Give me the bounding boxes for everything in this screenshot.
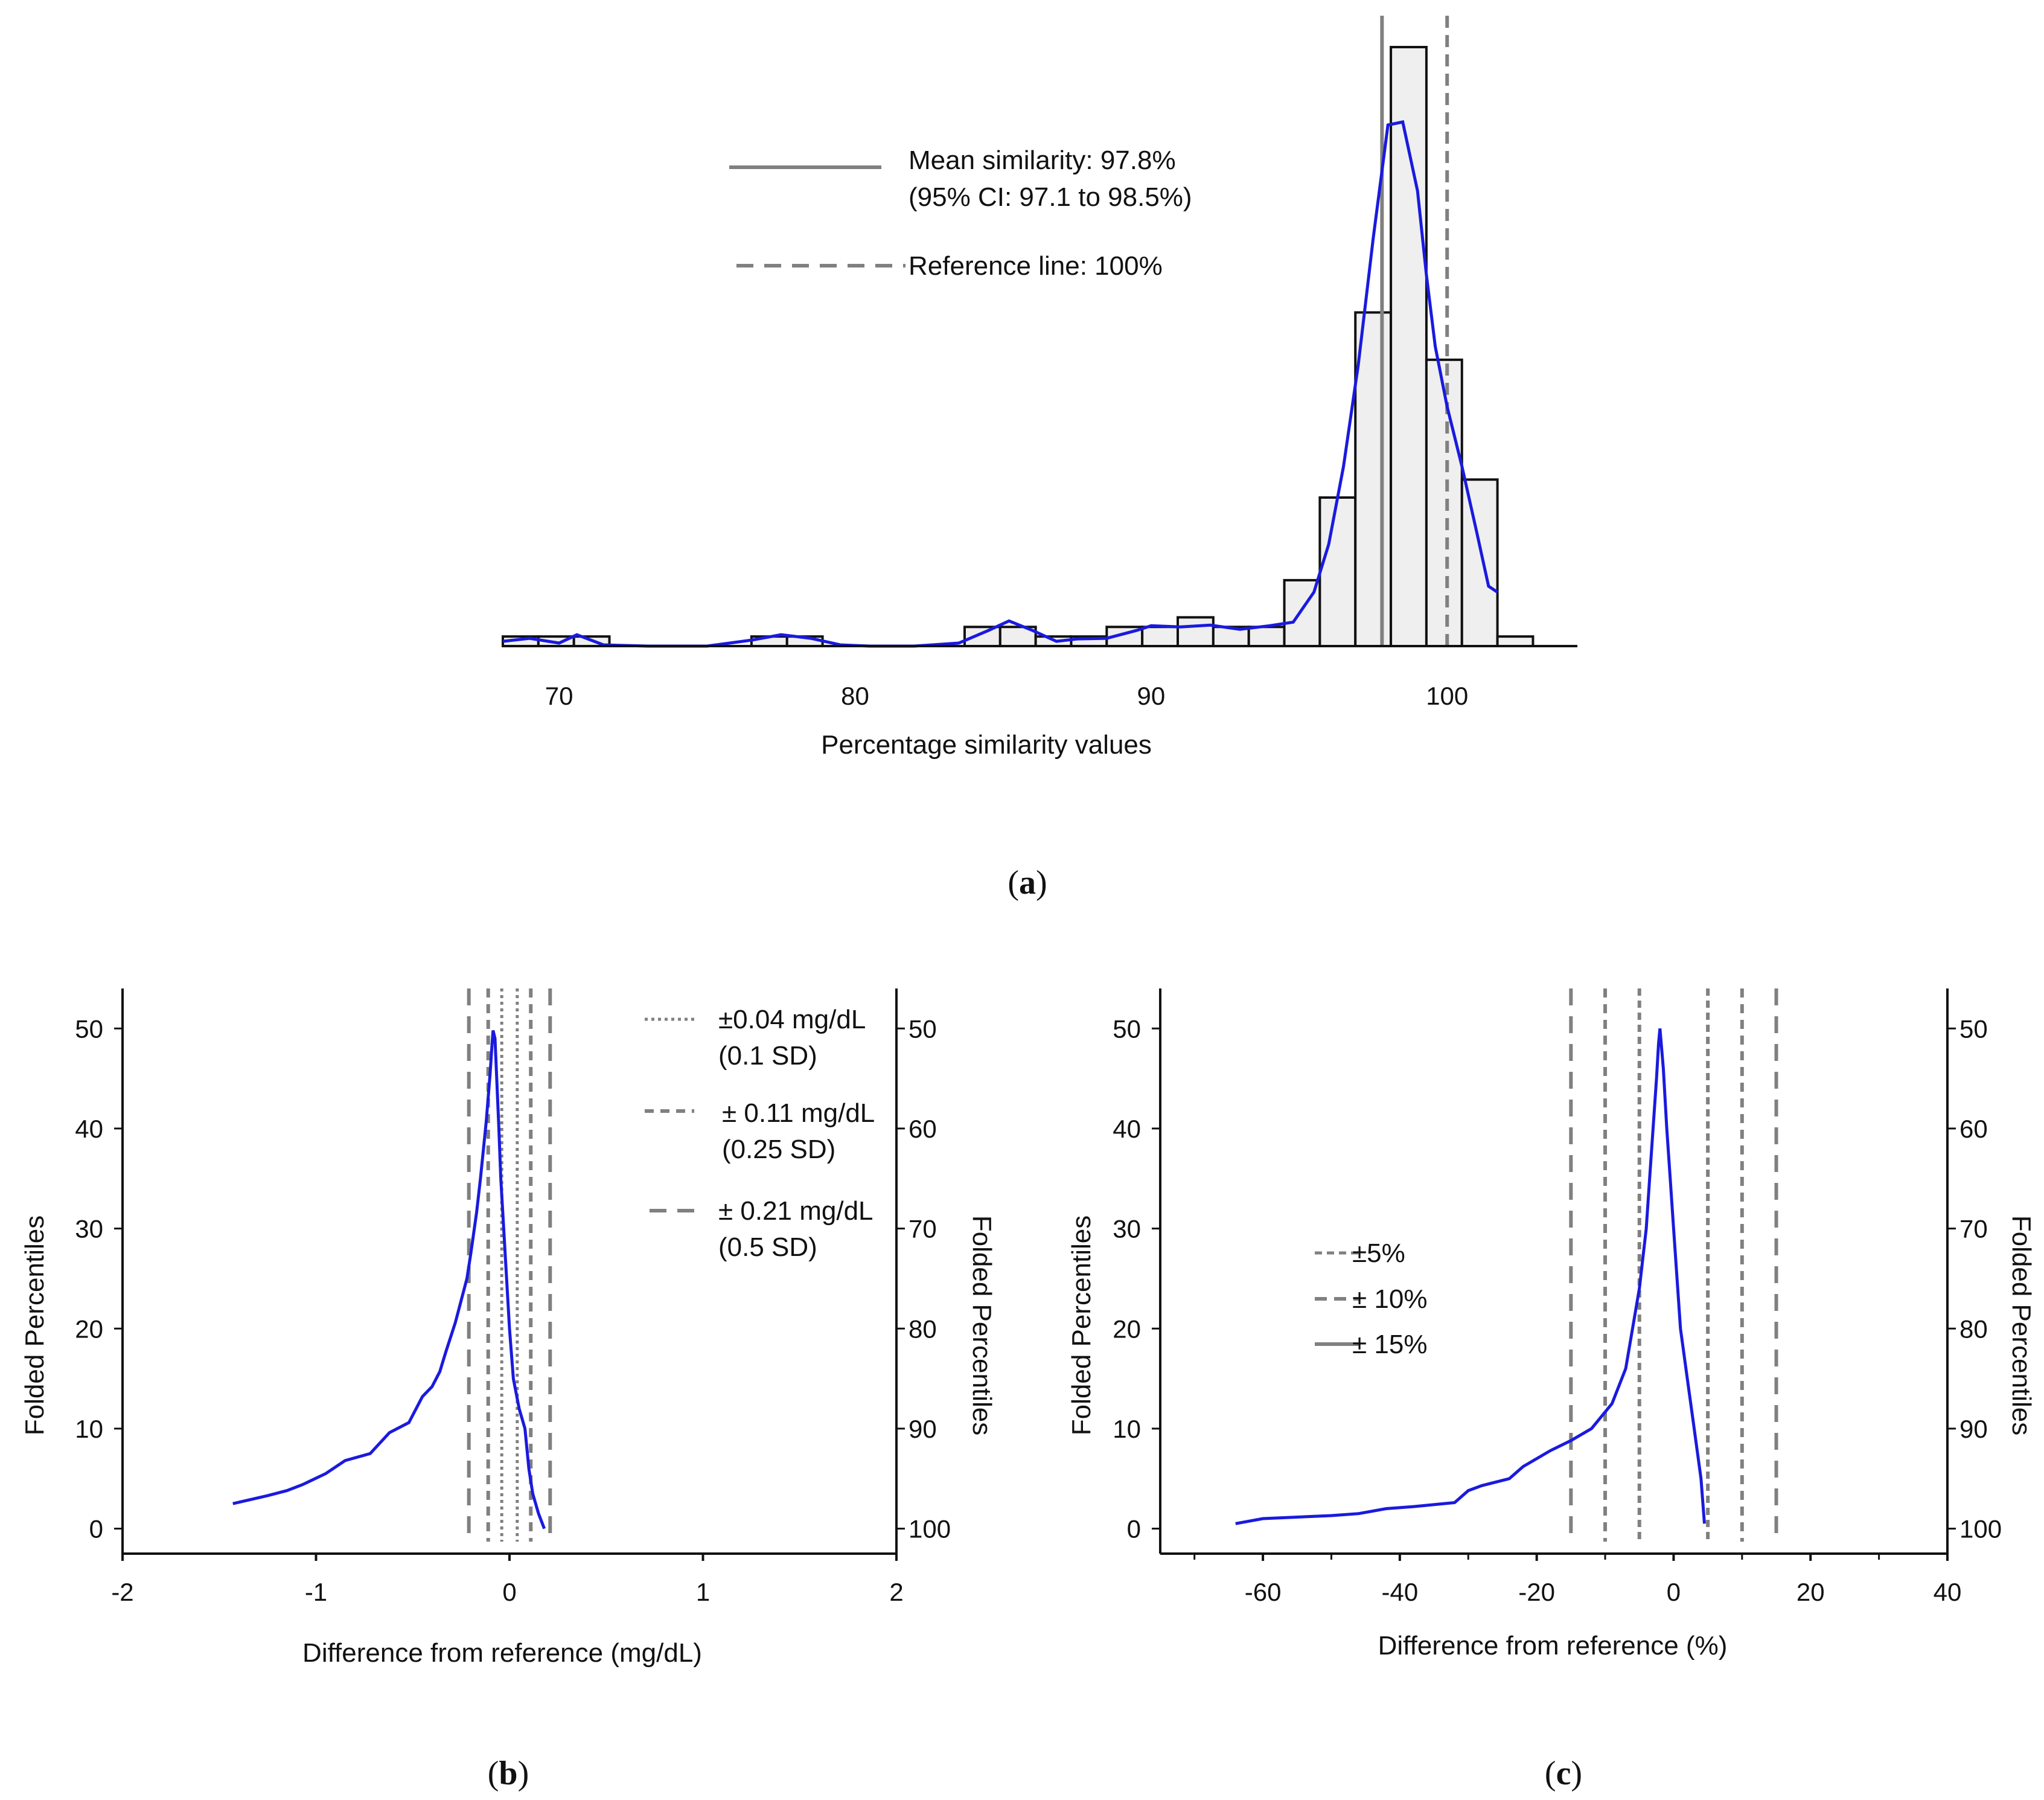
y-tick-label-left: 30 — [75, 1215, 103, 1243]
y-tick-label-right: 70 — [1959, 1215, 1988, 1243]
y-tick-label-left: 50 — [1113, 1014, 1141, 1043]
histogram-bar — [1354, 311, 1393, 647]
y-tick-label-left: 10 — [75, 1415, 103, 1443]
panel-label-c: (c) — [1545, 1755, 1582, 1792]
legend: ±5% ± 10% ± 15% — [1315, 1238, 1427, 1359]
y-tick-label-right: 60 — [1959, 1115, 1988, 1143]
y-tick-label-right: 50 — [1959, 1014, 1988, 1043]
x-tick-label: 20 — [1796, 1578, 1825, 1606]
histogram-bar — [1496, 635, 1535, 648]
histogram-bar — [1425, 358, 1463, 647]
reference-lines — [467, 988, 552, 1542]
legend-label-15: ± 15% — [1352, 1330, 1427, 1359]
legend-label-dotted-sd: (0.1 SD) — [718, 1041, 817, 1071]
legend-label-mean-ci: (95% CI: 97.1 to 98.5%) — [909, 182, 1192, 212]
x-tick-label: -40 — [1382, 1578, 1419, 1606]
x-tick-label: -1 — [305, 1578, 327, 1606]
y-tick-label-right: 100 — [909, 1515, 951, 1543]
y-tick-label-left: 10 — [1113, 1415, 1141, 1443]
histogram-bars — [502, 46, 1535, 648]
histogram-bar — [1390, 46, 1428, 647]
histogram-bar — [1460, 478, 1499, 647]
panel-a-histogram: 70 80 90 100 Percentage similarity values M… — [502, 16, 1577, 902]
y-tick-label-left: 0 — [1127, 1515, 1141, 1543]
histogram-bar — [1247, 626, 1286, 647]
panel-label-b: (b) — [488, 1755, 529, 1792]
legend-label-dashed: ± 0.11 mg/dL — [722, 1098, 875, 1128]
x-tick-label: -2 — [111, 1578, 133, 1606]
y-tick-label-right: 60 — [909, 1115, 937, 1143]
y-tick-label-left: 20 — [1113, 1315, 1141, 1343]
legend-label-longdash: ± 0.21 mg/dL — [718, 1196, 873, 1226]
density-curve — [502, 120, 1498, 648]
panel-letter-c: c — [1556, 1755, 1571, 1792]
y-tick-label-left: 30 — [1113, 1215, 1141, 1243]
panel-letter-b: b — [499, 1755, 517, 1792]
legend-label-reference: Reference line: 100% — [909, 251, 1163, 281]
x-tick-label: 0 — [502, 1578, 516, 1606]
y-tick-label-right: 100 — [1959, 1515, 2002, 1543]
tick-labels: -60 -40 -20 0 20 40 0 10 20 30 40 50 50 60 70 80 90 100 — [1113, 1014, 2002, 1606]
y-tick-label-right: 80 — [1959, 1315, 1988, 1343]
x-tick-label: 0 — [1667, 1578, 1681, 1606]
legend: ±0.04 mg/dL (0.1 SD) ± 0.11 mg/dL (0.25 … — [645, 1005, 875, 1262]
y-tick-label-left: 20 — [75, 1315, 103, 1343]
y-tick-label-right: 70 — [909, 1215, 937, 1243]
x-tick-labels: 70 80 90 100 — [545, 682, 1468, 710]
panel-label-a: (a) — [1008, 864, 1047, 902]
y-tick-label-right: 90 — [1959, 1415, 1988, 1443]
reference-lines — [1569, 988, 1778, 1542]
y-axis-title-right: Folded Percentiles — [967, 1215, 997, 1435]
legend-label-dashed-sd: (0.25 SD) — [722, 1135, 835, 1164]
y-axis-title-left: Folded Percentiles — [20, 1215, 50, 1435]
y-tick-label-left: 40 — [75, 1115, 103, 1143]
legend-label-5: ±5% — [1352, 1238, 1405, 1268]
x-tick-label: 40 — [1934, 1578, 1962, 1606]
x-tick-label: 80 — [841, 682, 869, 710]
histogram-bar — [1177, 616, 1215, 647]
x-axis-title: Percentage similarity values — [821, 730, 1152, 760]
panel-letter-a: a — [1019, 864, 1036, 902]
y-tick-label-right: 80 — [909, 1315, 937, 1343]
x-axis-title: Difference from reference (%) — [1378, 1631, 1728, 1661]
x-tick-label: -60 — [1245, 1578, 1282, 1606]
y-tick-label-right: 50 — [909, 1014, 937, 1043]
panel-c-mountain-plot: -60 -40 -20 0 20 40 0 10 20 30 40 50 50 60 70 80 90 100 D… — [1067, 988, 2036, 1792]
legend-label-longdash-sd: (0.5 SD) — [718, 1232, 817, 1262]
legend-label-10: ± 10% — [1352, 1284, 1427, 1314]
x-axis-title: Difference from reference (mg/dL) — [302, 1638, 702, 1668]
x-tick-label: 100 — [1426, 682, 1468, 710]
x-tick-label: 1 — [696, 1578, 710, 1606]
histogram-bar — [1318, 496, 1357, 648]
x-tick-label: 70 — [545, 682, 573, 710]
y-axis-title-left: Folded Percentiles — [1067, 1215, 1096, 1435]
x-tick-label: 2 — [889, 1578, 903, 1606]
histogram-bar — [998, 626, 1037, 647]
x-tick-label: 90 — [1137, 682, 1166, 710]
folded-cdf-curve — [232, 1030, 546, 1529]
reference-lines — [1380, 16, 1449, 646]
y-tick-label-left: 50 — [75, 1014, 103, 1043]
x-tick-label: -20 — [1518, 1578, 1555, 1606]
y-tick-label-left: 0 — [89, 1515, 103, 1543]
histogram-bar — [963, 626, 1001, 647]
legend-label-mean: Mean similarity: 97.8% — [909, 146, 1176, 175]
y-axis-title-right: Folded Percentiles — [2007, 1215, 2036, 1435]
legend-label-dotted: ±0.04 mg/dL — [718, 1005, 866, 1034]
legend: Mean similarity: 97.8% (95% CI: 97.1 to … — [729, 146, 1192, 281]
histogram-bar — [1141, 626, 1180, 647]
y-tick-label-right: 90 — [909, 1415, 937, 1443]
folded-cdf-curve — [1235, 1028, 1706, 1525]
y-tick-label-left: 40 — [1113, 1115, 1141, 1143]
